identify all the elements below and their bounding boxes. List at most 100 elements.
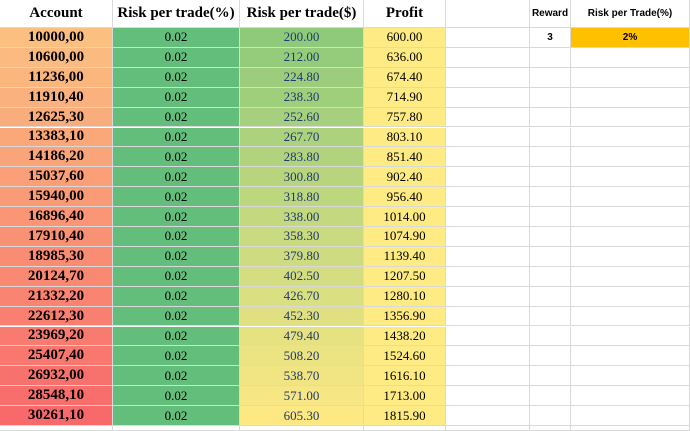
cell-risk-pct[interactable]: 0.02 (113, 47, 240, 68)
cell-risk-usd[interactable]: 252.60 (240, 107, 364, 128)
cell-risk-usd[interactable]: 267.70 (240, 127, 364, 148)
cell-risk-pct[interactable]: 0.02 (113, 107, 240, 128)
cell-risk-usd[interactable]: 358.30 (240, 227, 364, 247)
cell-account[interactable]: 26932,00 (0, 366, 113, 387)
cell-risk-pct[interactable]: 0.02 (113, 266, 240, 287)
empty-cell[interactable] (446, 266, 530, 287)
cell-profit[interactable]: 803.10 (364, 127, 446, 148)
empty-cell[interactable] (446, 87, 530, 108)
cell-risk-pct[interactable]: 0.02 (113, 326, 240, 347)
empty-cell[interactable] (446, 286, 530, 307)
empty-cell[interactable] (530, 187, 571, 208)
cell-account[interactable]: 10000,00 (0, 28, 113, 48)
empty-cell[interactable] (530, 286, 571, 307)
cell-risk-usd[interactable]: 200.00 (240, 28, 364, 48)
empty-cell[interactable] (571, 87, 690, 108)
cell-risk-usd[interactable]: 571.00 (240, 386, 364, 407)
cell-risk-pct[interactable]: 0.02 (113, 286, 240, 307)
cell-risk-pct[interactable]: 0.02 (113, 87, 240, 108)
empty-cell[interactable] (530, 107, 571, 128)
empty-cell[interactable] (530, 346, 571, 367)
empty-cell[interactable] (571, 227, 690, 247)
cell-risk-pct[interactable]: 0.02 (113, 386, 240, 407)
empty-cell[interactable] (446, 366, 530, 387)
cell-profit[interactable]: 956.40 (364, 187, 446, 208)
empty-cell[interactable] (530, 366, 571, 387)
cell-risk-usd[interactable]: 238.30 (240, 87, 364, 108)
empty-cell[interactable] (530, 266, 571, 287)
cell-profit[interactable]: 1074.90 (364, 227, 446, 247)
empty-cell[interactable] (571, 167, 690, 188)
header-risk-usd[interactable]: Risk per trade($) (240, 0, 364, 28)
cell-profit[interactable]: 757.80 (364, 107, 446, 128)
header-account[interactable]: Account (0, 0, 113, 28)
cell-risk-pct[interactable]: 0.02 (113, 366, 240, 387)
cell-profit[interactable]: 851.40 (364, 147, 446, 168)
empty-cell[interactable] (530, 127, 571, 148)
empty-cell[interactable] (571, 67, 690, 88)
empty-cell[interactable] (240, 426, 364, 431)
empty-cell[interactable] (0, 426, 113, 431)
cell-risk-usd[interactable]: 283.80 (240, 147, 364, 168)
cell-profit[interactable]: 1207.50 (364, 266, 446, 287)
cell-profit[interactable]: 1139.40 (364, 246, 446, 267)
empty-cell[interactable] (571, 187, 690, 208)
empty-cell[interactable] (571, 366, 690, 387)
empty-cell[interactable] (530, 306, 571, 327)
side-risk-value[interactable]: 2% (571, 28, 690, 48)
empty-cell[interactable] (446, 107, 530, 128)
cell-profit[interactable]: 1438.20 (364, 326, 446, 347)
empty-cell[interactable] (530, 246, 571, 267)
cell-account[interactable]: 20124,70 (0, 266, 113, 287)
side-header-risk[interactable]: Risk per Trade(%) (571, 0, 690, 28)
empty-cell[interactable] (446, 326, 530, 347)
cell-risk-pct[interactable]: 0.02 (113, 28, 240, 48)
cell-account[interactable]: 16896,40 (0, 207, 113, 227)
cell-profit[interactable]: 1815.90 (364, 406, 446, 426)
empty-cell[interactable] (364, 426, 446, 431)
cell-account[interactable]: 10600,00 (0, 47, 113, 68)
cell-risk-pct[interactable]: 0.02 (113, 147, 240, 168)
empty-cell[interactable] (530, 386, 571, 407)
cell-profit[interactable]: 1524.60 (364, 346, 446, 367)
cell-risk-pct[interactable]: 0.02 (113, 167, 240, 188)
cell-risk-usd[interactable]: 452.30 (240, 306, 364, 327)
cell-risk-usd[interactable]: 224.80 (240, 67, 364, 88)
empty-cell[interactable] (113, 426, 240, 431)
empty-cell[interactable] (530, 87, 571, 108)
cell-risk-usd[interactable]: 379.80 (240, 246, 364, 267)
empty-cell[interactable] (571, 246, 690, 267)
empty-cell[interactable] (446, 246, 530, 267)
empty-cell[interactable] (571, 346, 690, 367)
side-header-reward[interactable]: Reward (530, 0, 571, 28)
empty-cell[interactable] (446, 426, 530, 431)
cell-account[interactable]: 13383,10 (0, 127, 113, 148)
empty-cell[interactable] (571, 326, 690, 347)
cell-profit[interactable]: 1014.00 (364, 207, 446, 227)
empty-cell[interactable] (571, 286, 690, 307)
cell-risk-pct[interactable]: 0.02 (113, 187, 240, 208)
cell-risk-pct[interactable]: 0.02 (113, 227, 240, 247)
empty-cell[interactable] (571, 426, 690, 431)
header-profit[interactable]: Profit (364, 0, 446, 28)
empty-cell[interactable] (446, 47, 530, 68)
cell-risk-usd[interactable]: 212.00 (240, 47, 364, 68)
empty-cell[interactable] (446, 227, 530, 247)
cell-account[interactable]: 28548,10 (0, 386, 113, 407)
empty-cell[interactable] (446, 67, 530, 88)
empty-cell[interactable] (446, 207, 530, 227)
cell-account[interactable]: 18985,30 (0, 246, 113, 267)
cell-account[interactable]: 21332,20 (0, 286, 113, 307)
empty-cell[interactable] (530, 67, 571, 88)
header-risk-pct[interactable]: Risk per trade(%) (113, 0, 240, 28)
empty-cell[interactable] (446, 187, 530, 208)
cell-risk-pct[interactable]: 0.02 (113, 306, 240, 327)
cell-profit[interactable]: 600.00 (364, 28, 446, 48)
cell-account[interactable]: 15037,60 (0, 167, 113, 188)
cell-profit[interactable]: 674.40 (364, 67, 446, 88)
cell-risk-usd[interactable]: 338.00 (240, 207, 364, 227)
cell-account[interactable]: 12625,30 (0, 107, 113, 128)
empty-cell[interactable] (446, 167, 530, 188)
cell-risk-usd[interactable]: 508.20 (240, 346, 364, 367)
empty-cell[interactable] (571, 147, 690, 168)
